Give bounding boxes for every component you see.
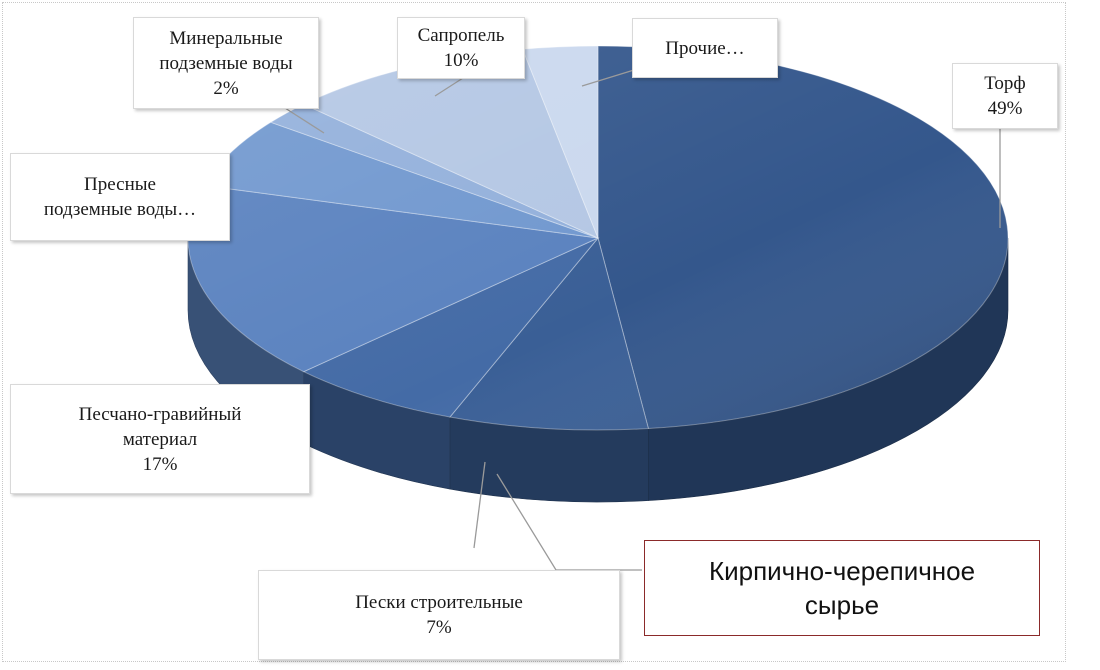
label-kirpich-name2: сырье xyxy=(804,590,880,620)
label-torf: Торф 49% xyxy=(952,63,1058,129)
label-kirpich: Кирпично-черепичное сырье xyxy=(644,540,1040,636)
label-presnye-name1: Пресные xyxy=(84,174,156,195)
label-mineral: Минеральные подземные воды 2% xyxy=(133,17,319,109)
label-prochie: Прочие… xyxy=(632,18,778,78)
label-prochie-name: Прочие… xyxy=(665,37,745,59)
leader-line-prochie xyxy=(581,69,635,87)
label-pgm-name1: Песчано-гравийный xyxy=(78,403,242,425)
label-mineral-value: 2% xyxy=(213,77,239,99)
label-sapropel-name: Сапропель xyxy=(417,25,505,46)
label-pgm: Песчано-гравийный материал 17% xyxy=(10,384,310,494)
label-sapropel: Сапропель 10% xyxy=(397,17,525,79)
leader-line-mineral xyxy=(284,107,325,134)
label-presnye-name2: подземные воды… xyxy=(43,199,197,220)
label-pgm-name2: материал xyxy=(122,428,198,450)
chart-frame xyxy=(2,2,1066,662)
label-pgm-value: 17% xyxy=(142,453,178,475)
leader-line-sapropel xyxy=(434,77,464,97)
label-sapropel-value: 10% xyxy=(443,50,479,71)
label-torf-name: Торф xyxy=(984,73,1026,94)
label-peski-value: 7% xyxy=(426,617,452,638)
label-mineral-name2: подземные воды xyxy=(159,52,293,74)
pie-sheen xyxy=(188,46,1008,430)
label-peski-name: Пески строительные xyxy=(355,592,523,613)
leader-line-peski xyxy=(473,461,486,549)
label-presnye: Пресные подземные воды… xyxy=(10,153,230,241)
label-peski: Пески строительные 7% xyxy=(258,570,620,660)
label-kirpich-name1: Кирпично-черепичное xyxy=(708,556,976,586)
label-mineral-name1: Минеральные xyxy=(169,27,283,49)
label-torf-value: 49% xyxy=(987,98,1023,119)
